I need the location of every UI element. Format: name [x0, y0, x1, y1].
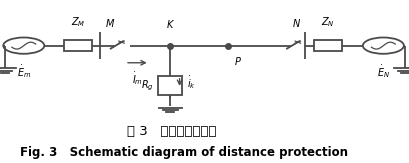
Text: 图 3   距离保护示意图: 图 3 距离保护示意图 — [127, 125, 216, 138]
Bar — [63, 40, 92, 51]
Text: $\dot{E}_\mathregular{N}$: $\dot{E}_\mathregular{N}$ — [376, 63, 389, 80]
Text: $R_\mathregular{g}$: $R_\mathregular{g}$ — [141, 78, 153, 93]
Text: $M$: $M$ — [104, 16, 115, 29]
Text: $Z_\mathregular{N}$: $Z_\mathregular{N}$ — [320, 15, 334, 29]
Text: $Z_\mathregular{M}$: $Z_\mathregular{M}$ — [70, 15, 85, 29]
Text: $\dot{I}_\mathregular{m}$: $\dot{I}_\mathregular{m}$ — [131, 70, 143, 87]
Text: $K$: $K$ — [165, 18, 174, 30]
Text: $\dot{E}_\mathregular{m}$: $\dot{E}_\mathregular{m}$ — [16, 63, 31, 80]
Text: Fig. 3   Schematic diagram of distance protection: Fig. 3 Schematic diagram of distance pro… — [20, 146, 348, 159]
Text: $\dot{i}_\mathregular{k}$: $\dot{i}_\mathregular{k}$ — [187, 74, 196, 91]
Bar — [313, 40, 342, 51]
Text: $N$: $N$ — [292, 16, 301, 29]
Text: $P$: $P$ — [233, 55, 241, 67]
Bar — [157, 76, 182, 95]
